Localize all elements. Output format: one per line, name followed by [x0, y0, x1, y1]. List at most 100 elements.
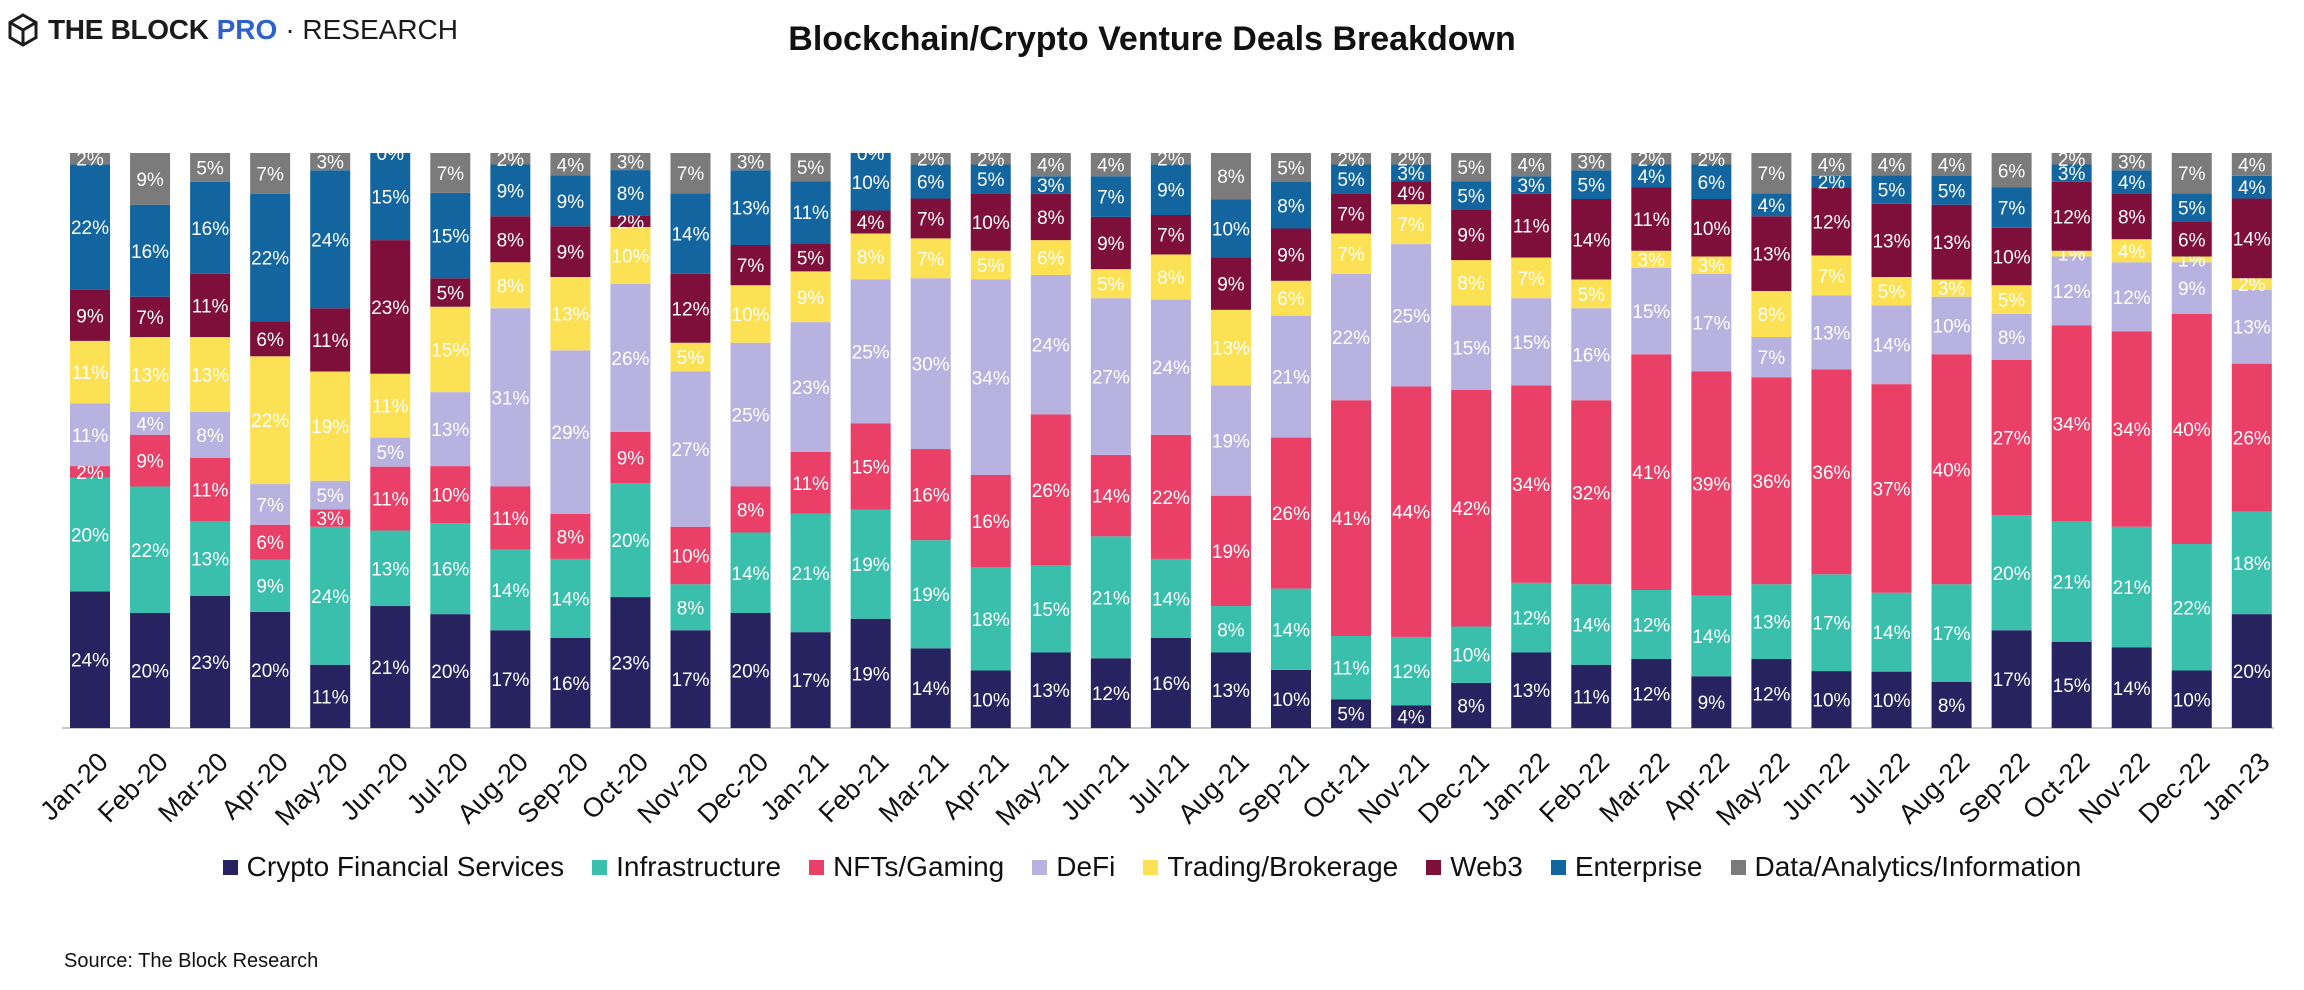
bar-segment [1391, 204, 1432, 245]
data-label: 5% [1457, 158, 1485, 179]
data-label: 13% [131, 365, 169, 386]
data-label: 10% [1812, 691, 1850, 712]
bar-segment [70, 477, 110, 592]
data-label: 21% [2053, 572, 2091, 593]
bar-segment [1571, 153, 1612, 171]
bar-segment [2111, 526, 2152, 648]
data-label: 10% [1212, 220, 1250, 241]
data-label: 4% [2118, 242, 2146, 263]
data-label: 20% [611, 531, 649, 552]
bar-segment [250, 153, 291, 194]
bar-segment [1331, 699, 1372, 728]
data-label: 5% [316, 486, 344, 507]
bar-segment [1511, 153, 1552, 177]
data-label: 11% [792, 474, 829, 495]
data-label: 11% [372, 490, 409, 511]
bar-segment [2171, 153, 2212, 194]
bar-segment [850, 618, 891, 728]
data-label: 4% [1397, 708, 1425, 729]
bar-segment [1451, 389, 1492, 627]
legend-swatch [222, 859, 238, 875]
bar-segment [370, 240, 411, 374]
bar-segment [1271, 182, 1311, 229]
bar-segment [1150, 299, 1191, 435]
data-label: 17% [1692, 314, 1730, 335]
data-label: 8% [196, 426, 224, 447]
bar-segment [1571, 199, 1612, 280]
bar-segment [550, 226, 591, 278]
bar-segment [1691, 676, 1732, 728]
bar-segment [370, 530, 411, 607]
data-label: 14% [2113, 679, 2151, 700]
data-label: 24% [1032, 336, 1070, 357]
bar-segment [970, 670, 1011, 728]
bar-segment [1331, 636, 1372, 700]
data-label: 16% [191, 219, 229, 240]
data-label: 27% [1092, 368, 1130, 389]
data-label: 12% [2113, 288, 2151, 309]
data-label: 3% [1698, 256, 1726, 277]
data-label: 10% [431, 486, 469, 507]
data-label: 5% [377, 443, 405, 464]
data-label: 15% [1632, 302, 1670, 323]
data-label: 9% [256, 577, 284, 598]
bar-segment [130, 296, 171, 337]
hexagon-cube-icon [8, 13, 38, 47]
data-label: 10% [732, 305, 770, 326]
data-label: 9% [497, 181, 525, 202]
data-label: 9% [557, 192, 585, 213]
bar-segment [250, 484, 291, 525]
data-label: 9% [76, 306, 104, 327]
bar-segment [430, 306, 471, 393]
data-label: 14% [1572, 616, 1610, 637]
data-label: 8% [2118, 207, 2146, 228]
bar-segment [1451, 682, 1492, 728]
data-label: 40% [1933, 460, 1971, 481]
data-label: 6% [1277, 289, 1305, 310]
data-label: 5% [1878, 282, 1906, 303]
bar-segment [1631, 659, 1672, 728]
bar-segment [790, 513, 831, 633]
bar-segment [1631, 250, 1672, 268]
bar-segment [2171, 670, 2212, 728]
data-label: 13% [431, 420, 469, 441]
data-label: 12% [2053, 282, 2091, 303]
data-label: 7% [437, 164, 465, 185]
bar-segment [1871, 305, 1912, 385]
data-label: 20% [251, 661, 289, 682]
data-label: 3% [1517, 176, 1545, 197]
data-label: 15% [431, 227, 469, 248]
bar-segment [1811, 255, 1852, 296]
bar-segment [1210, 199, 1251, 258]
data-label: 14% [671, 225, 709, 246]
bar-segment [190, 595, 231, 728]
bar-segment [1751, 377, 1792, 585]
bar-segment [1631, 268, 1672, 355]
bar-segment [130, 153, 171, 205]
data-label: 10% [972, 690, 1010, 711]
data-label: 20% [431, 662, 469, 683]
bar-segment [2111, 193, 2152, 240]
data-label: 4% [1397, 184, 1425, 205]
data-label: 7% [917, 249, 945, 270]
bar-segment [2171, 262, 2212, 314]
bar-segment [1751, 659, 1792, 728]
bar-segment [130, 486, 171, 613]
data-label: 8% [1217, 620, 1245, 641]
bar-segment [1331, 193, 1372, 234]
bar-segment [1451, 153, 1492, 182]
bar-segment [1331, 273, 1372, 401]
bar-segment [1811, 369, 1852, 575]
bar-segment [430, 278, 471, 307]
data-label: 0% [857, 144, 885, 165]
data-label: 2% [2238, 275, 2266, 296]
data-label: 4% [1938, 156, 1966, 177]
bar-segment [490, 486, 531, 550]
bar-segment [370, 437, 411, 467]
data-label: 26% [1272, 504, 1310, 525]
data-label: 3% [316, 153, 344, 174]
bar-segment [1691, 273, 1732, 372]
data-label: 3% [316, 509, 344, 530]
bar-segment [670, 584, 711, 631]
data-label: 7% [1337, 204, 1365, 225]
